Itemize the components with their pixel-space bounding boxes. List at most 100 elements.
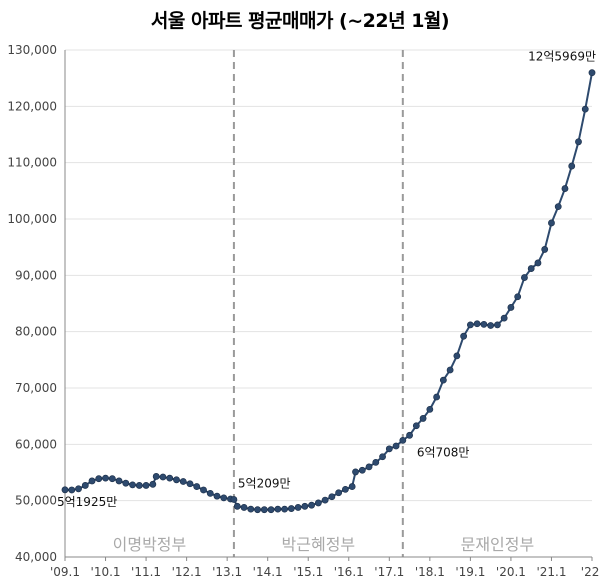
period-label: 이명박정부 [113, 535, 187, 554]
data-point [75, 485, 82, 493]
data-point [95, 475, 103, 483]
data-point [159, 473, 167, 481]
data-point [365, 463, 373, 471]
data-point [314, 499, 322, 507]
data-point [554, 203, 562, 211]
data-point [166, 474, 174, 482]
data-point [348, 483, 356, 490]
data-point [193, 483, 201, 490]
data-point [200, 486, 207, 494]
data-point [460, 332, 468, 340]
series-layer [61, 69, 596, 514]
data-point [247, 505, 255, 513]
data-point [453, 352, 461, 360]
data-point [173, 476, 180, 484]
data-point [406, 431, 413, 439]
data-point [433, 393, 441, 401]
data-point [446, 366, 454, 374]
y-tick-label: 50,000 [15, 494, 57, 508]
x-tick-label: '17.1 [374, 565, 404, 579]
period-label: 박근혜정부 [282, 535, 356, 554]
data-point [102, 474, 109, 482]
axes: 40,000 50,000 60,000 70,000 80,000 90,000 100,… [7, 43, 600, 579]
data-point [494, 321, 501, 329]
data-point [521, 274, 528, 281]
data-point [308, 501, 316, 509]
x-tick-label: '14.1 [253, 565, 283, 579]
data-point [254, 506, 261, 514]
data-point [480, 320, 488, 328]
data-point [385, 445, 393, 453]
data-point [61, 486, 69, 494]
data-point [135, 482, 143, 489]
data-point [548, 219, 555, 227]
chart-title: 서울 아파트 평균매매가 (~22년 1월) [150, 10, 450, 32]
data-point [230, 496, 238, 503]
data-point [419, 415, 427, 422]
data-point [341, 485, 349, 493]
data-point [260, 506, 268, 514]
data-point [220, 494, 228, 502]
data-point [152, 473, 160, 480]
data-point [328, 493, 336, 501]
y-tick-label: 90,000 [15, 268, 57, 282]
data-point [466, 321, 474, 329]
data-point [379, 453, 386, 461]
data-point [68, 486, 76, 494]
data-point [439, 376, 447, 384]
annotation-label: 5억1925만 [57, 495, 117, 509]
data-point [233, 502, 241, 510]
data-point [412, 422, 420, 430]
x-tick-label: '09.1 [50, 565, 80, 579]
period-dividers [232, 50, 404, 557]
y-tick-label: 80,000 [15, 325, 57, 339]
data-point [561, 185, 569, 192]
data-point [294, 504, 302, 511]
data-point [335, 489, 343, 497]
data-point [115, 477, 123, 485]
annotation-layer: 5억1925만 5억209만 6억708만 12억5969만 [57, 50, 596, 509]
data-point [122, 479, 130, 487]
y-tick-label: 70,000 [15, 381, 57, 395]
x-tick-label: '13.1 [212, 565, 242, 579]
data-point [149, 480, 157, 488]
data-point [206, 489, 214, 497]
data-point [108, 475, 116, 483]
y-tick-label: 130,000 [7, 43, 57, 57]
data-point [392, 442, 400, 450]
data-point [179, 478, 187, 485]
data-point [81, 482, 89, 489]
annotation-label: 6억708만 [417, 445, 470, 459]
data-point [213, 492, 221, 500]
annotation-label: 12억5969만 [528, 50, 596, 64]
data-point [142, 482, 150, 489]
y-tick-label: 110,000 [7, 156, 57, 170]
data-point [240, 504, 248, 511]
data-point [487, 322, 495, 329]
data-point [267, 506, 275, 514]
x-tick-label: '20.1 [496, 565, 526, 579]
data-point [352, 468, 359, 476]
x-tick-label: '11.1 [131, 565, 161, 579]
data-point [507, 304, 515, 311]
annotation-label: 5억209만 [238, 476, 291, 490]
x-tick-label: '12.1 [172, 565, 202, 579]
data-point [274, 505, 282, 513]
x-tick-label: '15.1 [293, 565, 323, 579]
data-point [541, 246, 549, 253]
data-point [88, 477, 96, 485]
data-point [399, 436, 407, 444]
data-point [534, 259, 542, 267]
data-point [500, 314, 508, 322]
x-tick-label: '10.1 [91, 565, 121, 579]
x-tick-label: '19.1 [455, 565, 485, 579]
data-point [581, 105, 589, 113]
data-point [321, 496, 329, 504]
y-tick-label: 120,000 [7, 99, 57, 113]
period-labels: 이명박정부 박근혜정부 문재인정부 [113, 535, 535, 554]
data-point [473, 320, 481, 328]
y-tick-label: 40,000 [15, 550, 57, 564]
data-point [186, 480, 194, 488]
y-tick-label: 60,000 [15, 437, 57, 451]
data-point [527, 265, 535, 272]
